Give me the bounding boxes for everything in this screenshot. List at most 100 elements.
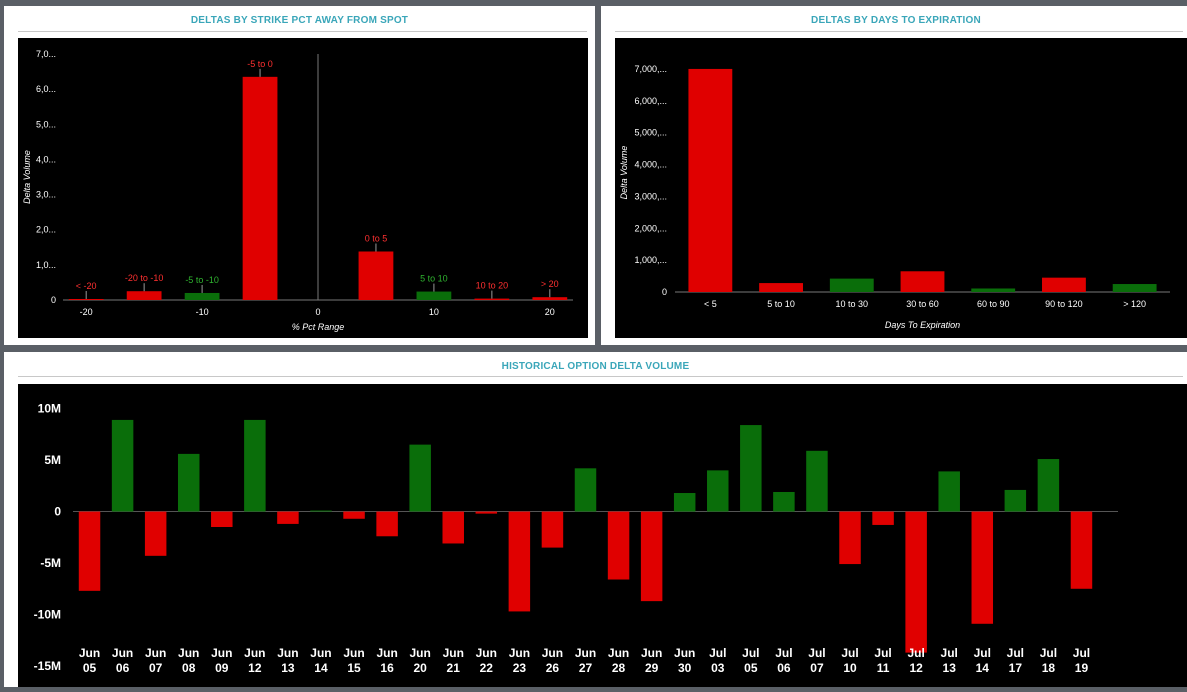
bar (211, 511, 233, 527)
x-tick-day: 14 (314, 661, 328, 675)
x-tick-month: Jul (907, 646, 924, 660)
bar (1042, 277, 1086, 292)
x-tick-day: 06 (116, 661, 130, 675)
bar (1037, 459, 1060, 512)
x-tick-day: 21 (447, 661, 461, 675)
x-tick-label: -10 (196, 307, 209, 317)
x-tick-month: Jun (476, 646, 497, 660)
y-tick-label: 1,0... (36, 260, 56, 270)
history-panel-title: HISTORICAL OPTION DELTA VOLUME (501, 361, 690, 372)
data-label: -5 to -10 (185, 275, 219, 285)
x-tick-month: Jul (1073, 646, 1090, 660)
y-tick-label: 1,000,... (634, 255, 667, 265)
expiry-chart: 0 1,000,... 2,000,... 3,000,... 4,000,... 5,0… (615, 38, 1187, 338)
x-tick-label: 10 (429, 307, 439, 317)
x-tick-month: Jun (277, 646, 298, 660)
x-tick-day: 08 (182, 661, 196, 675)
x-tick-month: Jun (211, 646, 232, 660)
bar (244, 419, 266, 512)
history-title-rule (18, 376, 1183, 377)
data-label: 0 to 5 (365, 234, 388, 244)
y-tick-label: 4,0... (36, 154, 56, 164)
bar (773, 491, 795, 512)
x-tick-day: 10 (843, 661, 857, 675)
bar (277, 511, 299, 524)
x-tick-month: Jul (1007, 646, 1024, 660)
x-tick-day: 17 (1009, 661, 1023, 675)
bar (111, 419, 134, 512)
bar (971, 288, 1016, 292)
x-tick-label: 60 to 90 (977, 299, 1010, 309)
x-tick-day: 20 (413, 661, 427, 675)
y-tick-label: 7,0... (36, 49, 56, 59)
x-tick-day: 14 (976, 661, 990, 675)
x-tick-day: 16 (380, 661, 394, 675)
bar (310, 510, 332, 512)
bar (541, 511, 564, 548)
bar (144, 511, 167, 556)
bar (474, 298, 510, 300)
bar (343, 511, 365, 519)
history-chart-svg: -15M-10M-5M05M10MJun05Jun06Jun07Jun08Jun… (34, 402, 1118, 675)
data-label: -20 to -10 (125, 273, 164, 283)
x-tick-month: Jun (244, 646, 265, 660)
bar (358, 251, 394, 300)
x-tick-month: Jun (608, 646, 629, 660)
data-label: 5 to 10 (420, 274, 448, 284)
bar (508, 511, 531, 612)
x-tick-month: Jul (1040, 646, 1057, 660)
y-tick-label: 5M (44, 453, 61, 467)
y-tick-label: 2,000,... (634, 223, 667, 233)
x-tick-label: -20 (80, 307, 93, 317)
x-tick-month: Jul (841, 646, 858, 660)
strike-panel: DELTAS BY STRIKE PCT AWAY FROM SPOT 0 1,0… (4, 6, 595, 345)
data-label: > 20 (541, 279, 559, 289)
strike-title-rule (18, 31, 587, 32)
bar (184, 292, 220, 300)
bar (938, 471, 960, 512)
y-tick-label: 7,000,... (634, 64, 667, 74)
x-tick-month: Jun (674, 646, 695, 660)
data-label: < -20 (76, 281, 97, 291)
expiry-chart-svg: 0 1,000,... 2,000,... 3,000,... 4,000,... 5,0… (619, 64, 1170, 330)
bar (1112, 284, 1157, 292)
x-tick-month: Jun (145, 646, 166, 660)
x-tick-month: Jul (808, 646, 825, 660)
x-tick-month: Jun (178, 646, 199, 660)
y-axis-title: Delta Volume (619, 146, 629, 200)
x-tick-day: 22 (480, 661, 494, 675)
bar (532, 297, 568, 300)
y-tick-label: -10M (34, 608, 61, 622)
bar (78, 511, 101, 591)
data-label: -5 to 0 (247, 59, 273, 69)
y-tick-label: -5M (40, 556, 61, 570)
x-tick-day: 06 (777, 661, 791, 675)
bar (640, 511, 663, 602)
x-tick-month: Jul (941, 646, 958, 660)
bar (126, 291, 162, 300)
x-tick-label: 30 to 60 (906, 299, 939, 309)
bar (409, 444, 431, 512)
bar (740, 425, 762, 512)
x-tick-day: 26 (546, 661, 560, 675)
x-tick-day: 12 (248, 661, 262, 675)
expiry-title-rule (615, 31, 1183, 32)
x-tick-month: Jul (874, 646, 891, 660)
bar (905, 511, 927, 653)
y-tick-label: 5,000,... (634, 128, 667, 138)
y-tick-label: 10M (38, 402, 61, 416)
x-tick-day: 30 (678, 661, 692, 675)
x-tick-month: Jun (376, 646, 397, 660)
x-tick-month: Jul (974, 646, 991, 660)
x-tick-label: 20 (545, 307, 555, 317)
x-axis-title: % Pct Range (292, 322, 345, 332)
x-tick-day: 05 (744, 661, 758, 675)
x-tick-month: Jul (742, 646, 759, 660)
x-tick-month: Jun (542, 646, 563, 660)
x-tick-day: 27 (579, 661, 593, 675)
y-axis-title: Delta Volume (22, 150, 32, 204)
expiry-panel-title: DELTAS BY DAYS TO EXPIRATION (811, 15, 981, 26)
x-axis-title: Days To Expiration (885, 320, 960, 330)
bar (177, 453, 200, 512)
strike-chart: 0 1,0... 2,0... 3,0... 4,0... 5,0... 6,0... 7,0… (18, 38, 588, 338)
